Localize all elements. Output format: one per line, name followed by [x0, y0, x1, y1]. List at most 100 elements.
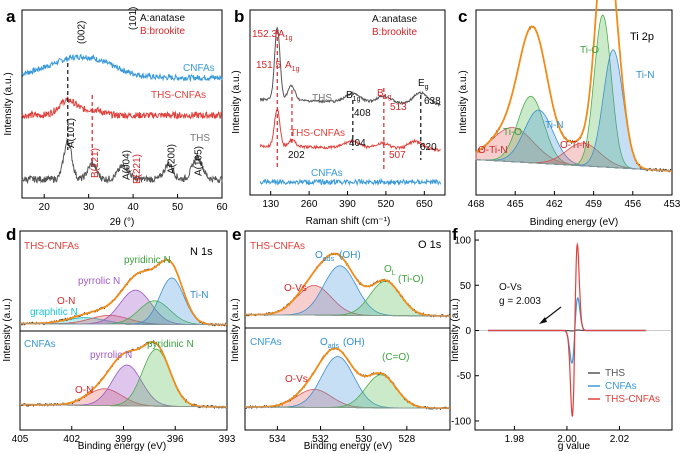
panel-b-xlabel: Raman shift (cm⁻¹)	[306, 216, 391, 227]
panel-f-legend-label: THS	[605, 368, 625, 379]
panel-d: d 405 402 399 396 393 Intensity (a.u.) Bindi…	[2, 225, 236, 452]
panel-a-annotation: A(004)	[121, 150, 132, 180]
panel-c-label-ti-n-1: Ti-N	[545, 120, 564, 131]
panel-d-label-pyridinic-2: pyridinic N	[147, 339, 194, 350]
panel-e-label-oads-1: Oads	[315, 250, 335, 263]
panel-a-series-label-ths-cnfas: THS-CNFAs	[151, 90, 206, 101]
panel-e-label-ovs-2: O-Vs	[285, 374, 308, 385]
panel-d-label-on-1: O-N	[57, 296, 75, 307]
panel-c-ylabel: Intensity (a.u.)	[458, 70, 469, 133]
panel-b-label-620: 620	[420, 142, 437, 153]
panel-b-label-408: 408	[354, 108, 371, 119]
panel-e-sample-cnfas: CNFAs	[250, 337, 282, 348]
panel-a-x-tick-label: 50	[172, 202, 184, 213]
panel-b-legend-anatase: A:anatase	[372, 14, 417, 25]
panel-e-bottom-fit	[245, 347, 450, 410]
panel-b-label-638: 638	[424, 96, 441, 107]
panel-b-label-b1g-1: B1g	[346, 90, 361, 103]
panel-c-x-tick-label: 456	[624, 199, 641, 210]
panel-d-xlabel: Binding energy (eV)	[78, 441, 166, 452]
panel-d-ylabel: Intensity (a.u.)	[2, 298, 13, 361]
panel-b-label-507: 507	[389, 150, 406, 161]
panel-a-annotation: A(105)	[193, 146, 204, 176]
panel-c-label-ti-n-2: Ti-N	[636, 70, 655, 81]
panel-a-ylabel: Intensity (a.u.)	[3, 72, 14, 135]
panel-d-label-graphitic: graphitic N	[30, 307, 78, 318]
panel-e-label-co: (C=O)	[382, 352, 410, 363]
panel-a-annotation: (101)	[128, 7, 139, 30]
panel-d-letter: d	[6, 225, 16, 244]
panel-e-label-ol: OL	[384, 264, 396, 277]
panel-f-legend-label: CNFAs	[605, 381, 637, 392]
panel-c-x-tick-label: 459	[585, 199, 602, 210]
panel-b-label-a1g-1: A1g	[278, 29, 293, 42]
panel-d-x-tick-label: 393	[219, 434, 236, 445]
panel-c-label-oti-n-1: O-Ti-N	[478, 145, 508, 156]
panel-b-x-tick-label: 520	[378, 199, 395, 210]
panel-b-label-b1g-2: B1g	[377, 88, 392, 101]
panel-e-frame	[244, 230, 451, 431]
panel-b-label-eg: Eg	[418, 78, 429, 91]
panel-d-top-baseline	[20, 323, 227, 326]
panel-a-x-tick-label: 20	[39, 202, 51, 213]
panel-a-annotation: B(121)	[90, 148, 101, 178]
panel-a-legend-brookite: B:brookite	[140, 26, 185, 37]
panel-c-title: Ti 2p	[630, 31, 654, 43]
panel-d-label-pyrrolic-2: pyrrolic N	[90, 350, 132, 361]
panel-e-x-tick-label: 532	[312, 434, 329, 445]
panel-d-x-tick-label: 399	[115, 434, 132, 445]
panel-b-label-151: 151.5	[256, 60, 281, 71]
panel-b-x-tick-label: 650	[416, 199, 433, 210]
panel-a-annotation: B(221)	[132, 154, 143, 184]
panel-b-label-513: 513	[390, 102, 407, 113]
panel-b-label-152: 152.3	[252, 29, 277, 40]
panel-f-line-ths-cnfas	[488, 242, 646, 417]
panel-f: f -100 -50 0 50 100 1.98 2.00 2.02 Intensity (a…	[450, 225, 673, 452]
panel-d-label-pyrrolic-1: pyrrolic N	[78, 276, 120, 287]
panel-e-label-ovs-1: O-Vs	[284, 283, 307, 294]
panel-b-line-ths	[259, 26, 441, 108]
panel-d-bottom-baseline	[20, 404, 227, 408]
panel-c-x-tick-label: 462	[546, 199, 563, 210]
panel-b-letter: b	[234, 7, 244, 26]
panel-c-x-tick-label: 453	[664, 199, 680, 210]
panel-a: a 20 30 40 50 60 Intensity (a.u.) 2θ (°) A:a…	[3, 7, 228, 228]
panel-e-x-tick-label: 528	[398, 434, 415, 445]
panel-e-xlabel: Binding energy (eV)	[304, 441, 392, 452]
panel-f-ylabel: Intensity (a.u.)	[450, 298, 461, 361]
panel-b-line-ths-cnfas	[259, 109, 441, 153]
panel-c-label-ti-o-1: Ti-O	[503, 127, 522, 138]
panel-d-label-on-2: O-N	[75, 385, 93, 396]
panel-a-annotation: (002)	[77, 21, 88, 44]
panel-a-line-cnfas	[21, 53, 223, 83]
panel-b-x-tick-label: 260	[301, 199, 318, 210]
panel-e-letter: e	[232, 225, 241, 244]
panel-f-x-tick-label: 1.98	[505, 434, 525, 445]
panel-f-y-tick-label: -100	[451, 416, 471, 427]
panel-b: b 130 260 390 520 650 Intensity (a.u.) Raman…	[231, 7, 446, 227]
panel-c-letter: c	[458, 7, 467, 26]
panel-d-x-tick-label: 402	[63, 434, 80, 445]
panel-f-annotation-arrowhead	[539, 317, 547, 324]
panel-a-xlabel: 2θ (°)	[110, 217, 135, 228]
panel-c-x-tick-label: 468	[468, 199, 485, 210]
panel-b-legend-brookite: B:brookite	[372, 27, 417, 38]
panel-e-x-tick-label: 530	[355, 434, 372, 445]
panel-c-label-oti-n-2: O-Ti-N	[560, 140, 590, 151]
panel-b-line-cnfas	[259, 178, 442, 187]
panel-b-label-202: 202	[288, 150, 305, 161]
panel-e-title: O 1s	[418, 239, 442, 251]
panel-f-annotation-arrow	[542, 306, 562, 322]
panel-e-x-tick-label: 534	[269, 434, 286, 445]
panel-b-x-tick-label: 390	[339, 199, 356, 210]
panel-b-series-label-cnfas: CNFAs	[311, 168, 343, 179]
panel-a-x-tick-label: 40	[128, 202, 140, 213]
panel-e-label-oh-2: (OH)	[343, 337, 365, 348]
panel-a-x-tick-label: 30	[83, 202, 95, 213]
panel-f-annotation-ovs: O-Vs	[499, 282, 522, 293]
panel-a-letter: a	[6, 7, 16, 26]
panel-a-legend-anatase: A:anatase	[140, 13, 185, 24]
panel-b-series-label-ths: THS	[312, 93, 332, 104]
panel-a-annotation: A(101)	[66, 118, 77, 148]
